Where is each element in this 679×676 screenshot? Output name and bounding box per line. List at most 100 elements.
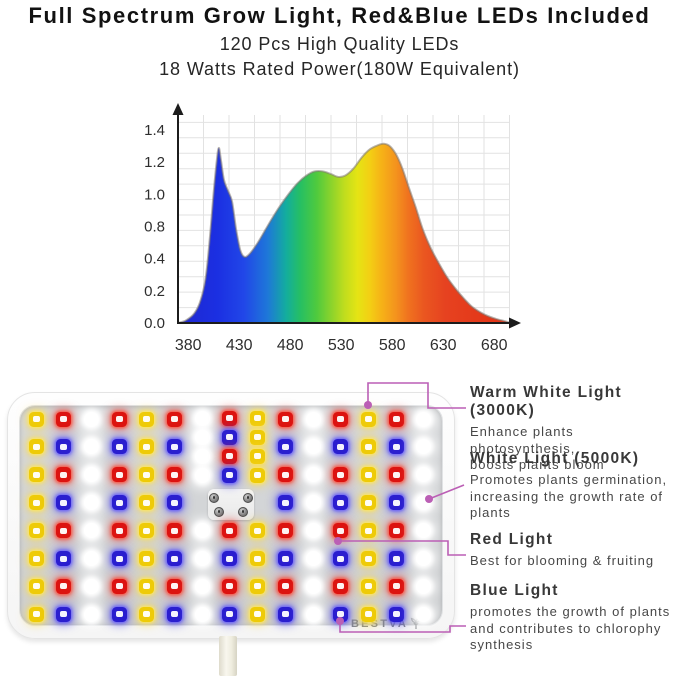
warm-white-led	[139, 606, 155, 622]
white-led	[305, 411, 321, 427]
warm-white-led	[28, 467, 44, 483]
white-led	[305, 551, 321, 566]
warm-white-led	[360, 495, 376, 511]
red-led	[56, 578, 72, 594]
svg-text:580: 580	[379, 337, 406, 354]
annotation-warm-white: Warm White Light (3000K) Enhance plants …	[470, 384, 676, 474]
white-led	[416, 578, 432, 594]
warm-white-led	[28, 439, 44, 455]
mounting-plate	[208, 489, 254, 520]
white-led	[194, 551, 210, 566]
red-led	[56, 411, 72, 427]
blue-led	[333, 551, 349, 566]
red-led	[388, 523, 404, 539]
red-led	[222, 578, 238, 594]
white-led	[83, 523, 99, 539]
blue-led	[167, 495, 182, 511]
warm-white-led	[28, 578, 44, 594]
white-led	[83, 551, 99, 566]
red-led	[111, 467, 127, 483]
blue-led	[277, 439, 293, 455]
warm-white-led	[360, 606, 376, 622]
annotation-heading: Red Light	[470, 531, 554, 548]
warm-white-led	[139, 467, 155, 483]
red-led	[333, 411, 349, 427]
blue-led	[277, 551, 293, 566]
red-led	[56, 523, 72, 539]
blue-led	[222, 467, 238, 483]
blue-led	[388, 551, 404, 566]
mounting-pole	[219, 636, 237, 676]
blue-led	[56, 495, 72, 511]
red-led	[167, 523, 182, 539]
red-led	[111, 578, 127, 594]
blue-led	[388, 606, 404, 622]
blue-led	[222, 551, 238, 566]
warm-white-led	[250, 578, 266, 594]
white-led	[194, 523, 210, 539]
white-led	[194, 448, 210, 464]
warm-white-led	[360, 523, 376, 539]
warm-white-led	[28, 606, 44, 622]
annotation-body: Enhance plants photosynthesis, boosts pl…	[470, 424, 605, 472]
page-title: Full Spectrum Grow Light, Red&Blue LEDs …	[28, 3, 651, 28]
spectrum-chart: 380 430 480 530 580 630 680 1.4 1.2 1.0 0.8 0.4 0.2 0…	[144, 103, 521, 354]
warm-white-led	[360, 467, 376, 483]
white-led	[83, 495, 99, 511]
red-led	[277, 411, 293, 427]
white-led	[83, 439, 99, 455]
white-led	[416, 467, 432, 483]
warm-white-led	[360, 411, 376, 427]
svg-text:530: 530	[328, 337, 355, 354]
warm-white-led	[360, 578, 376, 594]
red-led	[277, 578, 293, 594]
red-led	[222, 523, 238, 539]
red-led	[167, 578, 182, 594]
annotation-heading: White Light (5000K)	[470, 450, 640, 467]
annotation-heading: Warm White Light (3000K)	[470, 384, 622, 419]
warm-white-led	[360, 551, 376, 566]
warm-white-led	[250, 410, 266, 426]
screw-icon	[209, 493, 219, 503]
red-led	[167, 467, 182, 483]
warm-white-led	[28, 495, 44, 511]
warm-white-led	[28, 551, 44, 566]
annotation-blue: Blue Light promotes the growth of plants…	[470, 582, 676, 654]
svg-text:430: 430	[226, 337, 253, 354]
warm-white-led	[139, 495, 155, 511]
blue-led	[388, 439, 404, 455]
blue-led	[222, 606, 238, 622]
red-led	[388, 467, 404, 483]
warm-white-led	[139, 523, 155, 539]
white-led	[305, 606, 321, 622]
warm-white-led	[139, 578, 155, 594]
svg-text:630: 630	[430, 337, 457, 354]
blue-led	[333, 606, 349, 622]
annotation-body: promotes the growth of plants and contri…	[470, 604, 671, 652]
red-led	[167, 411, 182, 427]
white-led	[83, 467, 99, 483]
white-led	[305, 467, 321, 483]
blue-led	[56, 606, 72, 622]
blue-led	[56, 439, 72, 455]
svg-text:1.0: 1.0	[144, 186, 165, 203]
white-led	[305, 439, 321, 455]
white-led	[416, 523, 432, 539]
red-led	[111, 523, 127, 539]
white-led	[305, 523, 321, 539]
red-led	[333, 467, 349, 483]
svg-text:1.2: 1.2	[144, 154, 165, 171]
red-led	[277, 523, 293, 539]
subtitle-power: 18 Watts Rated Power(180W Equivalent)	[159, 59, 520, 79]
blue-led	[56, 551, 72, 566]
svg-text:480: 480	[277, 337, 304, 354]
screw-icon	[214, 507, 224, 517]
blue-led	[167, 606, 182, 622]
warm-white-led	[28, 411, 44, 427]
blue-led	[333, 439, 349, 455]
svg-text:0.4: 0.4	[144, 251, 165, 268]
screw-icon	[238, 507, 248, 517]
blue-led	[167, 439, 182, 455]
grow-light-panel: BESTVA	[7, 392, 455, 639]
svg-text:0.0: 0.0	[144, 315, 165, 332]
